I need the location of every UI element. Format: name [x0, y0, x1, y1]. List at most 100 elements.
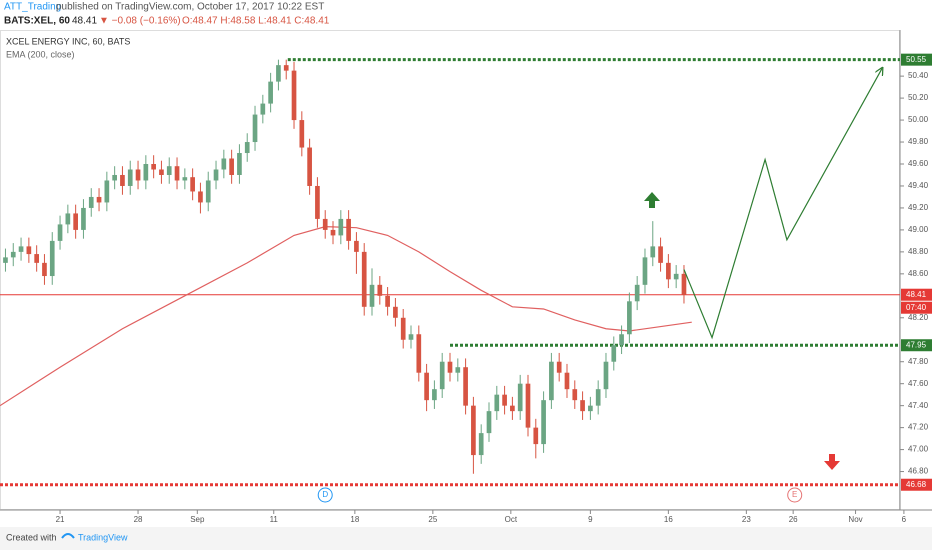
event-marker — [317, 487, 333, 503]
footer-created: Created with — [6, 532, 57, 542]
y-tick-label: 50.00 — [908, 115, 929, 124]
candle-body — [393, 306, 398, 318]
candle-body — [486, 411, 492, 434]
candle-body — [369, 284, 375, 307]
candle-body — [564, 372, 570, 390]
candle-body — [580, 400, 585, 412]
candle-body — [127, 169, 133, 186]
candle-body — [533, 427, 539, 445]
candle-body — [408, 334, 414, 340]
candle-body — [268, 81, 273, 104]
price-label: 47.95 — [906, 340, 927, 349]
y-tick-label: 50.20 — [908, 93, 929, 102]
price-label-box — [901, 339, 932, 352]
candle-body — [658, 246, 663, 263]
y-tick-label: 47.60 — [908, 379, 929, 388]
x-tick-label: 16 — [664, 515, 673, 524]
candle-body — [159, 169, 164, 175]
y-tick-label: 47.40 — [908, 401, 929, 410]
candle-body — [666, 262, 671, 280]
plot-frame — [0, 30, 900, 510]
y-tick-label: 48.80 — [908, 247, 929, 256]
price-label: 50.55 — [906, 55, 927, 64]
x-tick-label: 11 — [270, 515, 279, 524]
candle-body — [260, 103, 266, 115]
x-tick-label: 25 — [428, 515, 437, 524]
legend-ema: EMA (200, close) — [6, 49, 75, 59]
candle-body — [174, 166, 180, 181]
x-tick-label: Nov — [848, 515, 862, 524]
candle-body — [104, 180, 110, 203]
price-label: 46.68 — [906, 480, 927, 489]
price-label-box — [901, 288, 932, 301]
candle-body — [400, 317, 406, 340]
countdown: 07:40 — [906, 303, 927, 312]
candle-body — [65, 213, 71, 225]
candle-body — [572, 389, 578, 401]
candle-body — [447, 361, 453, 373]
y-tick-label: 47.00 — [908, 445, 929, 454]
candle-body — [213, 169, 219, 181]
x-tick-label: 18 — [350, 515, 359, 524]
projection-path — [683, 68, 882, 340]
brand-icon — [61, 533, 75, 539]
candle-body — [650, 246, 656, 258]
candle-body — [541, 400, 546, 445]
candle-body — [143, 164, 149, 181]
candle-body — [151, 164, 156, 170]
x-tick-label: Oct — [505, 515, 518, 524]
y-tick-label: 49.20 — [908, 203, 929, 212]
candle-body — [252, 114, 258, 143]
candle-body — [634, 284, 640, 302]
y-tick-label: 48.20 — [908, 313, 929, 322]
candle-body — [611, 345, 617, 362]
author[interactable]: ATT_Trading — [4, 2, 61, 13]
candle-body — [49, 240, 55, 277]
candle-body — [471, 405, 476, 456]
candle-body — [424, 372, 429, 401]
candle-body — [619, 334, 624, 346]
candle-body — [502, 394, 507, 406]
candle-body — [96, 196, 102, 203]
price-label-box — [901, 53, 932, 66]
candle-body — [190, 177, 195, 192]
candle-body — [603, 361, 609, 390]
candle-body — [588, 405, 593, 412]
candle-body — [681, 273, 687, 295]
candle-body — [673, 273, 679, 280]
candle-body — [283, 65, 289, 71]
candle-body — [229, 158, 234, 175]
candle-body — [338, 218, 344, 236]
candle-body — [18, 246, 24, 252]
candle-body — [135, 169, 141, 181]
candle-body — [322, 218, 328, 230]
candle-body — [81, 207, 86, 230]
event-marker — [787, 487, 803, 503]
change: ▼ −0.08 (−0.16%) — [99, 16, 181, 27]
candle-body — [455, 367, 461, 373]
candle-body — [57, 224, 63, 241]
candle-body — [494, 394, 500, 412]
candle-body — [221, 158, 227, 170]
candle-body — [299, 120, 305, 148]
x-tick-label: 23 — [742, 515, 751, 524]
candle-body — [3, 257, 8, 263]
candle-body — [416, 334, 422, 373]
candle-body — [10, 251, 16, 258]
candle-body — [291, 70, 297, 121]
candle-body — [112, 174, 117, 181]
candle-body — [463, 367, 468, 406]
footer-brand[interactable]: TradingView — [78, 532, 128, 542]
candle-body — [556, 361, 562, 373]
down-arrow — [824, 454, 840, 470]
candle-body — [42, 262, 47, 277]
up-arrow — [644, 192, 660, 208]
y-tick-label: 48.60 — [908, 269, 929, 278]
event-label: D — [322, 490, 328, 499]
candle-body — [237, 153, 242, 175]
y-tick-label: 47.20 — [908, 423, 929, 432]
candle-body — [346, 218, 351, 241]
candle-body — [182, 177, 188, 181]
